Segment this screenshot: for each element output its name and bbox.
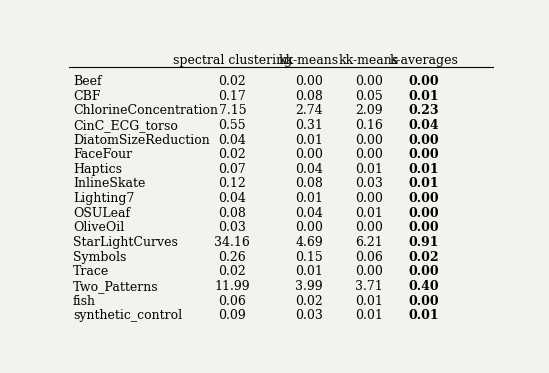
Text: 6.21: 6.21 <box>355 236 383 249</box>
Text: Trace: Trace <box>73 265 109 278</box>
Text: 0.40: 0.40 <box>408 280 439 293</box>
Text: 34.16: 34.16 <box>215 236 250 249</box>
Text: 2.74: 2.74 <box>295 104 323 117</box>
Text: 0.01: 0.01 <box>408 90 439 103</box>
Text: 0.02: 0.02 <box>219 75 247 88</box>
Text: 0.01: 0.01 <box>408 163 439 176</box>
Text: 0.06: 0.06 <box>219 295 247 308</box>
Text: kk-means: kk-means <box>339 54 399 67</box>
Text: 0.01: 0.01 <box>355 309 383 322</box>
Text: 0.00: 0.00 <box>295 148 323 161</box>
Text: 3.71: 3.71 <box>355 280 383 293</box>
Text: 0.04: 0.04 <box>219 192 247 205</box>
Text: 0.08: 0.08 <box>219 207 247 220</box>
Text: 0.00: 0.00 <box>408 75 439 88</box>
Text: 0.01: 0.01 <box>355 163 383 176</box>
Text: 0.00: 0.00 <box>355 192 383 205</box>
Text: 0.00: 0.00 <box>408 192 439 205</box>
Text: 2.09: 2.09 <box>355 104 383 117</box>
Text: 0.03: 0.03 <box>295 309 323 322</box>
Text: 0.01: 0.01 <box>355 295 383 308</box>
Text: 0.31: 0.31 <box>295 119 323 132</box>
Text: 0.01: 0.01 <box>408 178 439 191</box>
Text: 0.03: 0.03 <box>355 178 383 191</box>
Text: DiatomSizeReduction: DiatomSizeReduction <box>73 134 210 147</box>
Text: 0.00: 0.00 <box>408 295 439 308</box>
Text: 0.06: 0.06 <box>355 251 383 264</box>
Text: 0.01: 0.01 <box>295 265 323 278</box>
Text: 0.01: 0.01 <box>408 309 439 322</box>
Text: Lighting7: Lighting7 <box>73 192 135 205</box>
Text: 0.17: 0.17 <box>219 90 247 103</box>
Text: 0.03: 0.03 <box>219 222 247 234</box>
Text: 0.00: 0.00 <box>355 75 383 88</box>
Text: 0.16: 0.16 <box>355 119 383 132</box>
Text: 0.01: 0.01 <box>355 207 383 220</box>
Text: 0.09: 0.09 <box>219 309 247 322</box>
Text: 0.55: 0.55 <box>219 119 247 132</box>
Text: Haptics: Haptics <box>73 163 122 176</box>
Text: FaceFour: FaceFour <box>73 148 132 161</box>
Text: 0.02: 0.02 <box>408 251 439 264</box>
Text: 0.02: 0.02 <box>295 295 323 308</box>
Text: 0.08: 0.08 <box>295 178 323 191</box>
Text: 0.02: 0.02 <box>219 265 247 278</box>
Text: Symbols: Symbols <box>73 251 126 264</box>
Text: 0.00: 0.00 <box>355 222 383 234</box>
Text: spectral clustering: spectral clustering <box>173 54 292 67</box>
Text: Two_Patterns: Two_Patterns <box>73 280 159 293</box>
Text: 0.26: 0.26 <box>219 251 247 264</box>
Text: 0.00: 0.00 <box>355 265 383 278</box>
Text: k-averages: k-averages <box>389 54 458 67</box>
Text: 0.23: 0.23 <box>408 104 439 117</box>
Text: synthetic_control: synthetic_control <box>73 309 182 322</box>
Text: 0.04: 0.04 <box>295 207 323 220</box>
Text: 0.91: 0.91 <box>408 236 439 249</box>
Text: 4.69: 4.69 <box>295 236 323 249</box>
Text: 0.00: 0.00 <box>408 148 439 161</box>
Text: OliveOil: OliveOil <box>73 222 124 234</box>
Text: 0.07: 0.07 <box>219 163 247 176</box>
Text: 0.04: 0.04 <box>219 134 247 147</box>
Text: ChlorineConcentration: ChlorineConcentration <box>73 104 218 117</box>
Text: 0.00: 0.00 <box>408 265 439 278</box>
Text: 0.00: 0.00 <box>408 222 439 234</box>
Text: 3.99: 3.99 <box>295 280 323 293</box>
Text: 0.15: 0.15 <box>295 251 323 264</box>
Text: Beef: Beef <box>73 75 102 88</box>
Text: 0.00: 0.00 <box>355 134 383 147</box>
Text: 0.05: 0.05 <box>355 90 383 103</box>
Text: 11.99: 11.99 <box>215 280 250 293</box>
Text: 0.01: 0.01 <box>295 192 323 205</box>
Text: OSULeaf: OSULeaf <box>73 207 130 220</box>
Text: 0.00: 0.00 <box>295 222 323 234</box>
Text: StarLightCurves: StarLightCurves <box>73 236 178 249</box>
Text: 0.04: 0.04 <box>295 163 323 176</box>
Text: InlineSkate: InlineSkate <box>73 178 145 191</box>
Text: 0.04: 0.04 <box>408 119 439 132</box>
Text: 0.08: 0.08 <box>295 90 323 103</box>
Text: 0.01: 0.01 <box>295 134 323 147</box>
Text: 7.15: 7.15 <box>219 104 247 117</box>
Text: CBF: CBF <box>73 90 100 103</box>
Text: fish: fish <box>73 295 96 308</box>
Text: 0.00: 0.00 <box>408 207 439 220</box>
Text: 0.00: 0.00 <box>295 75 323 88</box>
Text: CinC_ECG_torso: CinC_ECG_torso <box>73 119 178 132</box>
Text: 0.12: 0.12 <box>219 178 247 191</box>
Text: 0.00: 0.00 <box>408 134 439 147</box>
Text: 0.02: 0.02 <box>219 148 247 161</box>
Text: 0.00: 0.00 <box>355 148 383 161</box>
Text: kk-means: kk-means <box>279 54 339 67</box>
